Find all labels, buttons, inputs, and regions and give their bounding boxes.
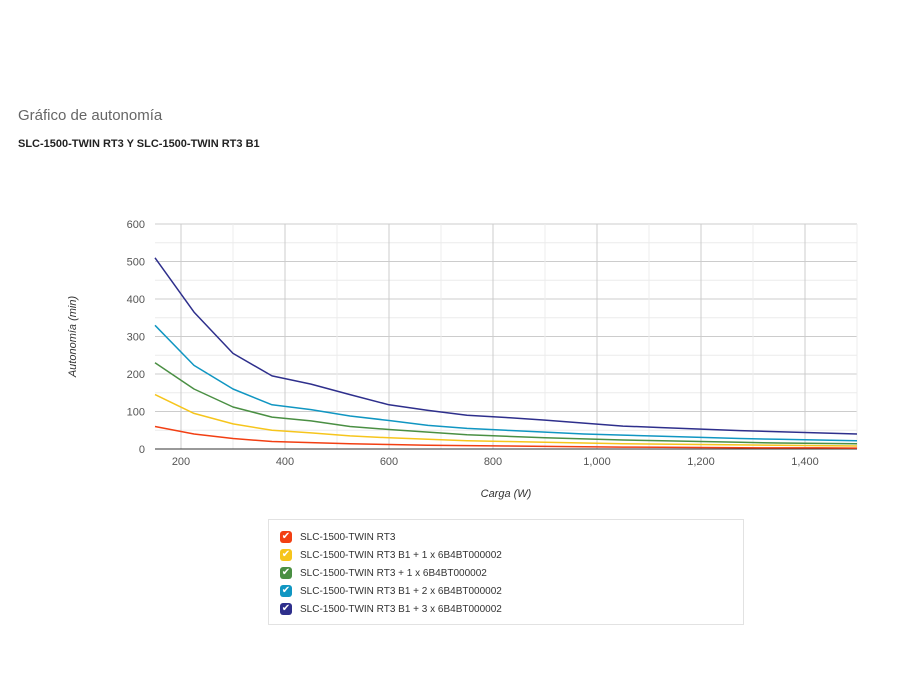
legend-label: SLC-1500-TWIN RT3 B1 + 3 x 6B4BT000002: [300, 603, 502, 615]
x-tick-label: 200: [172, 456, 190, 468]
x-tick-label: 1,200: [687, 456, 715, 468]
chart-subtitle: SLC-1500-TWIN RT3 Y SLC-1500-TWIN RT3 B1: [18, 138, 260, 150]
legend-item-2[interactable]: ✔ SLC-1500-TWIN RT3 B1 + 1 x 6B4BT000002: [269, 546, 743, 564]
legend-label: SLC-1500-TWIN RT3 + 1 x 6B4BT000002: [300, 567, 487, 579]
legend-label: SLC-1500-TWIN RT3: [300, 531, 396, 543]
checkbox-checked-icon[interactable]: ✔: [280, 531, 292, 543]
chart-grid: [155, 223, 858, 450]
x-tick-label: 400: [276, 456, 294, 468]
line-chart: 0 100 200 300 400 500 600 200 400 600 800 1,000 1,20…: [67, 219, 858, 500]
x-tick-label: 600: [380, 456, 398, 468]
x-tick-label: 800: [484, 456, 502, 468]
legend-item-5[interactable]: ✔ SLC-1500-TWIN RT3 B1 + 3 x 6B4BT000002: [269, 600, 743, 618]
chart-ticks: 0 100 200 300 400 500 600 200 400 600 800 1,000 1,20…: [127, 219, 819, 468]
legend-item-3[interactable]: ✔ SLC-1500-TWIN RT3 + 1 x 6B4BT000002: [269, 564, 743, 582]
y-tick-label: 0: [139, 444, 145, 456]
legend-item-1[interactable]: ✔ SLC-1500-TWIN RT3: [269, 528, 743, 546]
y-tick-label: 500: [127, 257, 145, 269]
legend-label: SLC-1500-TWIN RT3 B1 + 1 x 6B4BT000002: [300, 549, 502, 561]
y-tick-label: 600: [127, 219, 145, 231]
checkbox-checked-icon[interactable]: ✔: [280, 603, 292, 615]
checkbox-checked-icon[interactable]: ✔: [280, 549, 292, 561]
chart-series: [154, 257, 858, 449]
x-tick-label: 1,000: [583, 456, 611, 468]
y-tick-label: 300: [127, 332, 145, 344]
chart-legend: ✔ SLC-1500-TWIN RT3 ✔ SLC-1500-TWIN RT3 B1 …: [268, 519, 744, 625]
series-line-4: [154, 324, 858, 442]
page-heading: Gráfico de autonomía: [18, 107, 163, 124]
legend-item-4[interactable]: ✔ SLC-1500-TWIN RT3 B1 + 2 x 6B4BT000002: [269, 582, 743, 600]
x-tick-label: 1,400: [791, 456, 819, 468]
series-line-2: [154, 393, 858, 447]
series-line-1: [154, 425, 858, 449]
checkbox-checked-icon[interactable]: ✔: [280, 567, 292, 579]
series-line-5: [154, 257, 858, 435]
y-tick-label: 200: [127, 369, 145, 381]
x-axis-title: Carga (W): [481, 488, 532, 500]
legend-label: SLC-1500-TWIN RT3 B1 + 2 x 6B4BT000002: [300, 585, 502, 597]
y-axis-title: Autonomía (min): [67, 296, 79, 379]
checkbox-checked-icon[interactable]: ✔: [280, 585, 292, 597]
y-tick-label: 400: [127, 294, 145, 306]
series-line-3: [154, 362, 858, 445]
y-tick-label: 100: [127, 407, 145, 419]
